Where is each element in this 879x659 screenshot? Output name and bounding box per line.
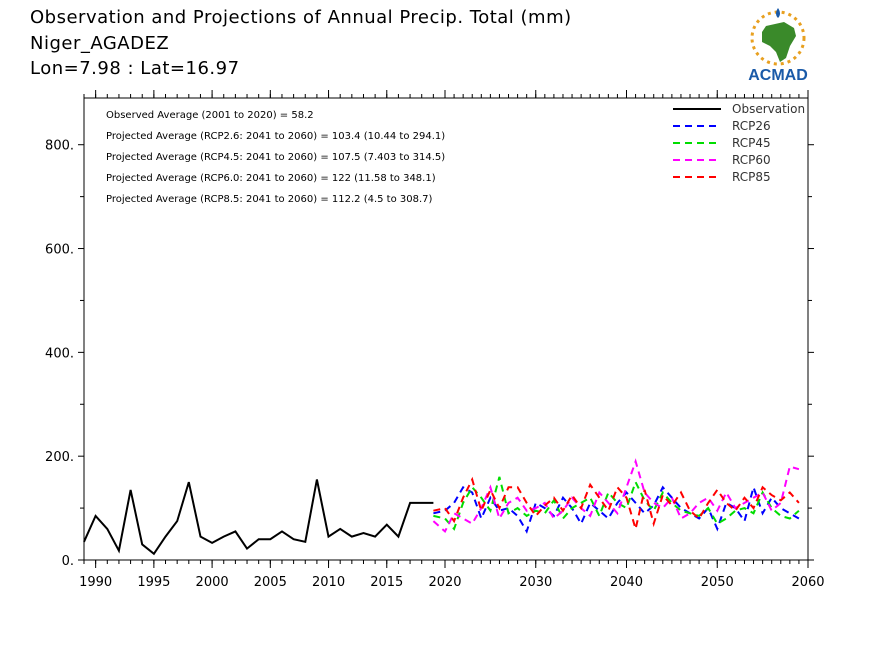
location-name: Niger_AGADEZ <box>30 33 170 54</box>
y-tick-label: 0. <box>62 554 74 569</box>
x-tick-label: 2060 <box>791 575 824 590</box>
y-tick-label: 200. <box>45 450 74 465</box>
logo-text: ACMAD <box>748 67 808 84</box>
x-tick-label: 2020 <box>428 575 461 590</box>
legend-label: Observation <box>732 102 805 116</box>
annotation-text: Projected Average (RCP8.5: 2041 to 2060)… <box>106 194 433 205</box>
water-drop-icon <box>776 8 780 18</box>
series-line-rcp85 <box>433 476 800 533</box>
location-coords: Lon=7.98 : Lat=16.97 <box>30 58 240 79</box>
legend-label: RCP60 <box>732 153 771 167</box>
x-tick-label: 2000 <box>196 575 229 590</box>
x-tick-label: 2015 <box>370 575 403 590</box>
x-tick-label: 1995 <box>137 575 170 590</box>
x-tick-label: 1990 <box>79 575 112 590</box>
annotation-text: Projected Average (RCP6.0: 2041 to 2060)… <box>106 173 436 184</box>
series-line-rcp26 <box>433 483 800 534</box>
legend-label: RCP26 <box>732 119 771 133</box>
series-line-observation <box>83 479 434 556</box>
y-tick-label: 600. <box>45 243 74 258</box>
x-tick-label: 2050 <box>701 575 734 590</box>
chart-title: Observation and Projections of Annual Pr… <box>30 7 572 28</box>
y-tick-label: 800. <box>45 139 74 154</box>
acmad-logo: ACMAD <box>736 6 820 84</box>
x-tick-label: 2005 <box>254 575 287 590</box>
africa-map-icon <box>762 22 796 62</box>
x-tick-label: 2040 <box>610 575 643 590</box>
annotation-text: Observed Average (2001 to 2020) = 58.2 <box>106 110 314 121</box>
x-tick-label: 2010 <box>312 575 345 590</box>
x-tick-label: 2030 <box>519 575 552 590</box>
legend-label: RCP85 <box>732 170 771 184</box>
annotation-text: Projected Average (RCP4.5: 2041 to 2060)… <box>106 152 445 163</box>
plot-frame <box>83 97 809 561</box>
y-tick-label: 400. <box>45 346 74 361</box>
annotation-text: Projected Average (RCP2.6: 2041 to 2060)… <box>106 131 445 142</box>
series-line-rcp60 <box>432 458 800 534</box>
series-line-rcp45 <box>433 476 800 531</box>
legend-label: RCP45 <box>732 136 771 150</box>
